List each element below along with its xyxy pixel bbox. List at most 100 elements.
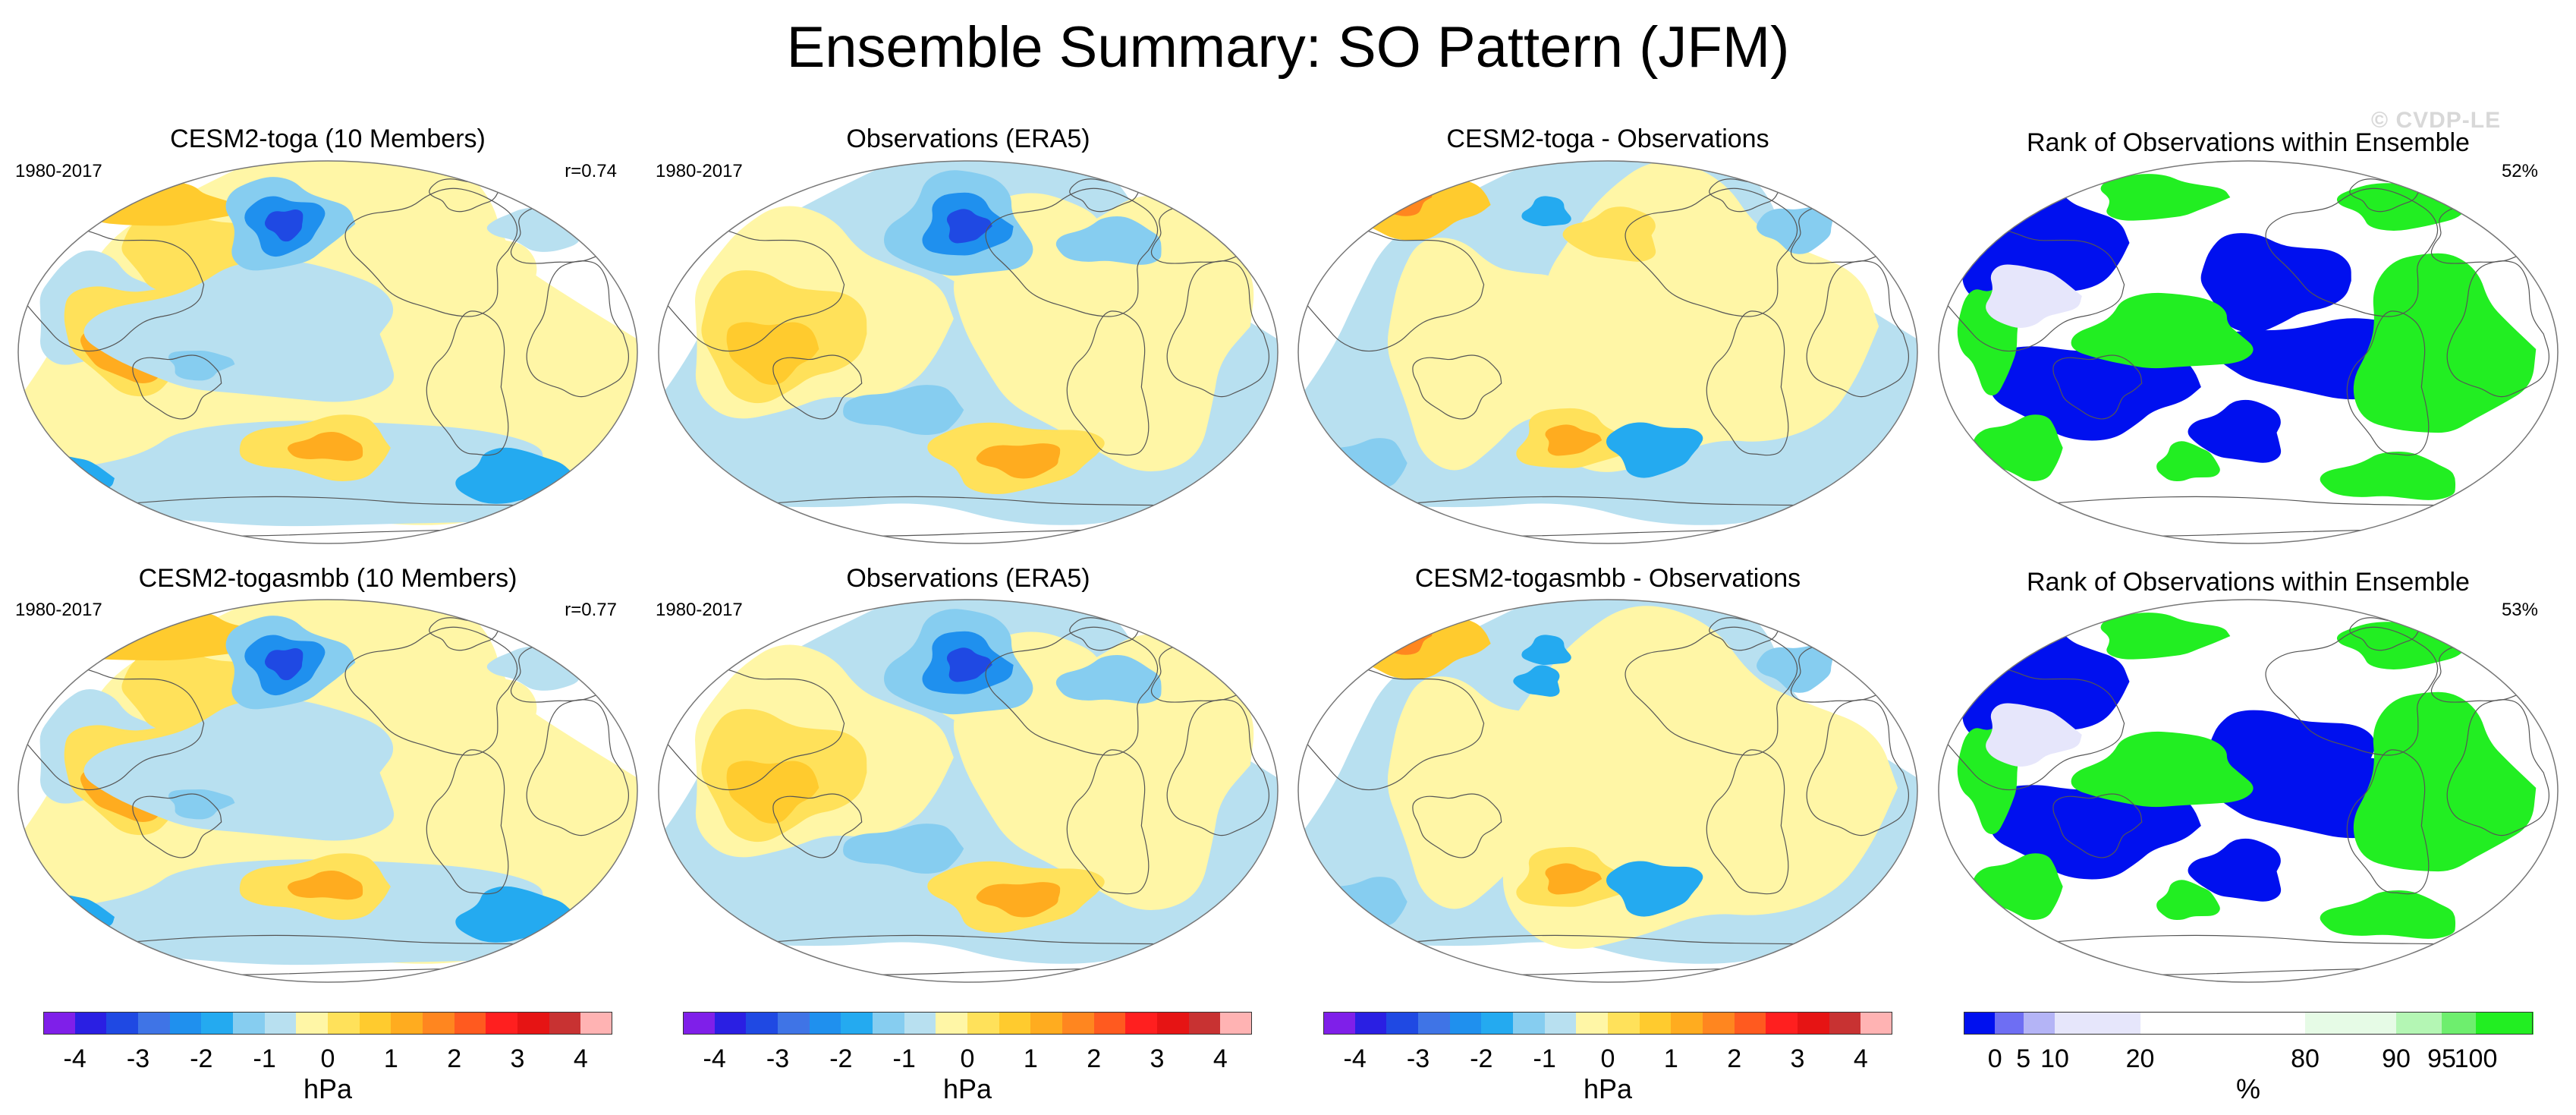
continent-africa-outline: [1806, 260, 1910, 398]
colorbar-cell: [1386, 1012, 1419, 1035]
colorbar-frame: [683, 1012, 1252, 1035]
colorbar-cell: [1766, 1012, 1798, 1035]
colorbar-cell: [683, 1012, 716, 1035]
colorbar-cell: [138, 1012, 171, 1035]
colorbar-cell: [1030, 1012, 1063, 1035]
correlation-label-r1-c1: r=0.74: [565, 161, 617, 181]
continent-north-america-outline: [2265, 626, 2439, 756]
colorbar-cell: [714, 1012, 747, 1035]
colorbar-cell: [873, 1012, 905, 1035]
negative-region-southind: [1316, 877, 1408, 928]
colorbar-cell: [423, 1012, 455, 1035]
colorbar-cell: [1220, 1012, 1253, 1035]
globe-border: [1938, 599, 2559, 983]
colorbar-cell: [1860, 1012, 1893, 1035]
map-field: [1939, 600, 2558, 964]
positive-core-indian: [726, 322, 819, 385]
low-rank-region-south: [2188, 838, 2282, 902]
colorbar-hpa-2: -4 -3 -2 -1 0 1 2 3 4 hPa: [683, 1012, 1253, 1110]
colorbar-cell: [169, 1012, 202, 1035]
period-label-r2-c2: 1980-2017: [656, 600, 743, 620]
continent-africa-outline: [2446, 260, 2550, 398]
colorbar-tick-label: 2: [1727, 1044, 1742, 1073]
colorbar-cell: [1576, 1012, 1609, 1035]
colorbar-tick-label: -3: [766, 1044, 790, 1073]
continent-south-america-outline: [1706, 749, 1789, 895]
continent-north-america-outline: [344, 626, 518, 756]
colorbar-cell: [778, 1012, 810, 1035]
colorbar-cell: [486, 1012, 518, 1035]
colorbar-tick-label: -3: [126, 1044, 150, 1073]
colorbar-cell: [1188, 1012, 1221, 1035]
continent-north-america-outline: [985, 187, 1159, 317]
colorbar-cell: [454, 1012, 486, 1035]
negative-region-europe: [1055, 216, 1162, 265]
colorbar-cell: [1093, 1012, 1126, 1035]
panel-title-r2-c4: Rank of Observations within Ensemble: [2027, 568, 2470, 597]
colorbar-cell: [580, 1012, 613, 1035]
continent-africa-outline: [2446, 699, 2550, 836]
colorbar-cell: [1608, 1012, 1640, 1035]
globe-border: [1297, 160, 1918, 544]
colorbar-cell: [359, 1012, 392, 1035]
colorbar-frame: [1323, 1012, 1892, 1035]
colorbar-units: %: [2235, 1073, 2261, 1104]
negative-region-pacific: [83, 260, 395, 402]
colorbar-cell: [1157, 1012, 1190, 1035]
figure-title: Ensemble Summary: SO Pattern (JFM): [786, 15, 1790, 80]
continent-africa-outline: [1166, 699, 1270, 836]
negative-region-southind: [1316, 438, 1408, 489]
high-rank-region-tropics: [2071, 292, 2254, 369]
negative-patch-npac: [1521, 196, 1571, 227]
negative-region-southpac: [843, 824, 964, 874]
negative-low-core: [946, 647, 992, 682]
negative-region-europe: [1757, 644, 1833, 693]
globe-border: [658, 160, 1279, 544]
continent-south-america-outline: [1706, 310, 1789, 456]
low-rank-region-south: [2188, 399, 2282, 463]
colorbar-cell: [967, 1012, 1000, 1035]
colorbar-tick-label: -1: [892, 1044, 916, 1073]
colorbar-units: hPa: [942, 1073, 992, 1104]
colorbar-tick-label: 3: [510, 1044, 525, 1073]
continent-australia-outline: [2052, 354, 2143, 420]
map-panel-obs-r2: [658, 599, 1279, 983]
continent-australia-outline: [132, 793, 222, 858]
colorbar-tick-label: 90: [2382, 1044, 2411, 1073]
colorbar-tick-label: 3: [1790, 1044, 1805, 1073]
colorbar-cell: [1513, 1012, 1546, 1035]
globe-border: [1297, 599, 1918, 983]
colorbar-cell: [2476, 1012, 2534, 1035]
colorbar-cell: [1734, 1012, 1766, 1035]
colorbar-rank: 0 5 10 20 80 90 95 100%: [1964, 1012, 2534, 1110]
colorbar-cell: [2023, 1012, 2055, 1035]
colorbar-hpa-3: -4 -3 -2 -1 0 1 2 3 4 hPa: [1323, 1012, 1893, 1110]
colorbar-tick-label: -4: [63, 1044, 86, 1073]
colorbar-tick-label: 5: [2016, 1044, 2031, 1073]
period-label-r2-c1: 1980-2017: [15, 600, 102, 620]
map-panel-rank-r2: [1938, 599, 2559, 983]
colorbar-tick-label: 4: [573, 1044, 588, 1073]
positive-region-atlantic: [403, 234, 537, 369]
high-rank-region-arctic: [2100, 613, 2231, 660]
colorbar-tick-label: 1: [1663, 1044, 1678, 1073]
colorbar-units: hPa: [1583, 1073, 1633, 1104]
colorbar-cell: [2140, 1012, 2306, 1035]
map-field: [1298, 161, 1917, 525]
colorbar-cell: [1062, 1012, 1095, 1035]
colorbar-frame: [43, 1012, 612, 1035]
colorbar-tick-label: 3: [1150, 1044, 1165, 1073]
colorbar-tick-label: 1: [1023, 1044, 1038, 1073]
continent-australia-outline: [132, 354, 222, 420]
negative-patch-npac: [1521, 635, 1571, 666]
rank-percent-r1: 52%: [2501, 161, 2538, 181]
colorbar-cell: [1639, 1012, 1672, 1035]
positive-region-npac: [1562, 206, 1656, 262]
high-rank-region-southatl: [2320, 452, 2456, 500]
panel-title-r1-c4: Rank of Observations within Ensemble: [2027, 128, 2470, 157]
panel-title-r2-c2: Observations (ERA5): [846, 564, 1090, 593]
colorbar-cell: [1544, 1012, 1577, 1035]
high-rank-region-atlantic: [2353, 253, 2537, 433]
near-mid-region: [1986, 264, 2082, 328]
negative-low-core: [265, 209, 304, 242]
